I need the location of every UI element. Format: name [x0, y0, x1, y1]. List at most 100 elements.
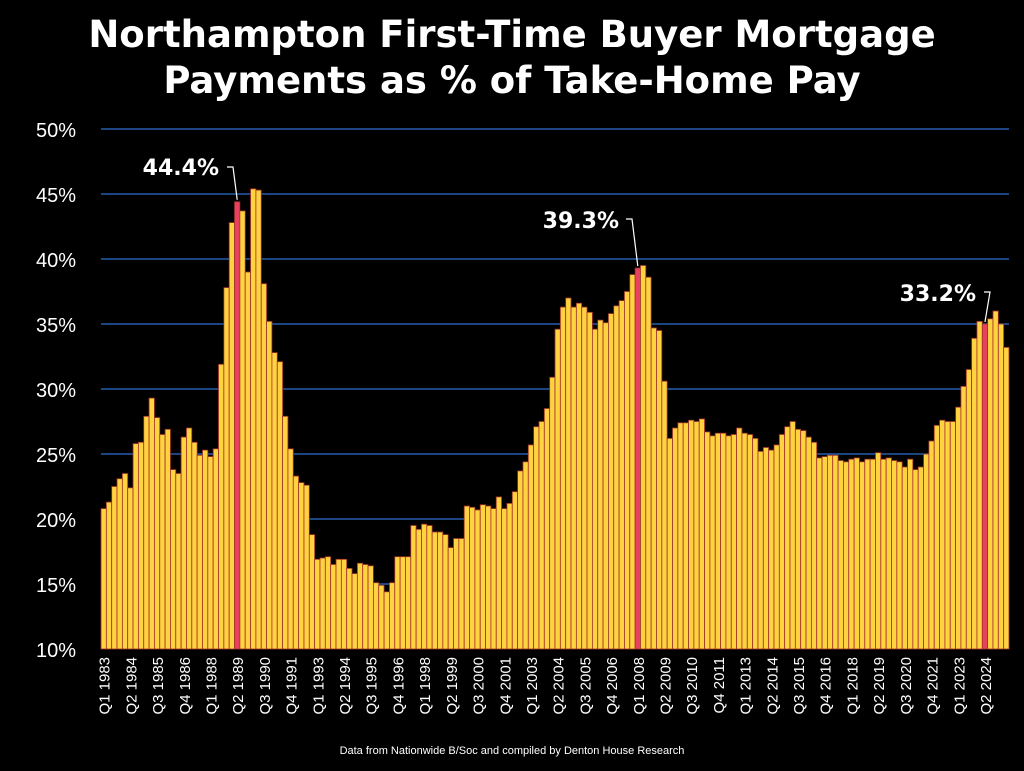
bar — [976, 320, 983, 650]
bar — [442, 534, 449, 650]
bar — [613, 305, 620, 650]
annotations: 44.4% 39.3% 33.2% — [143, 156, 991, 323]
x-tick-label: Q2 2024 — [978, 657, 995, 715]
bar — [314, 558, 321, 650]
annotation-leader-line — [984, 291, 991, 323]
bar — [800, 430, 807, 650]
y-tick-label: 20% — [36, 510, 76, 532]
bar — [495, 496, 502, 650]
bar — [426, 525, 433, 650]
bar — [768, 449, 775, 650]
x-tick-label: Q1 1983 — [97, 657, 114, 715]
bar — [624, 291, 631, 650]
bar — [121, 473, 129, 650]
bar — [228, 222, 235, 650]
bar — [752, 437, 759, 650]
bar — [271, 352, 278, 650]
bar — [677, 422, 684, 650]
x-tick-label: Q3 2010 — [684, 657, 701, 715]
bar — [693, 421, 700, 650]
bar — [597, 319, 604, 650]
bar — [581, 306, 588, 650]
bar — [132, 443, 139, 650]
bar — [640, 265, 647, 650]
bar — [458, 538, 465, 650]
bar — [688, 419, 695, 650]
bar — [896, 461, 903, 650]
bar — [394, 556, 401, 650]
bar — [794, 428, 802, 650]
x-tick-label: Q3 2015 — [791, 657, 808, 715]
bar — [859, 461, 866, 650]
y-tick-label: 45% — [36, 185, 76, 207]
bar — [351, 573, 358, 650]
bar — [923, 453, 930, 650]
bar — [672, 427, 679, 650]
bar — [704, 431, 711, 650]
bar — [912, 469, 919, 650]
bar — [303, 484, 310, 650]
x-tick-label: Q4 2021 — [925, 657, 942, 715]
bar — [805, 436, 812, 650]
bar — [650, 327, 657, 650]
bar — [431, 531, 438, 650]
x-tick-label: Q4 1996 — [390, 657, 407, 715]
bar — [864, 458, 871, 650]
x-tick-label: Q1 2003 — [524, 657, 541, 715]
chart-title-line2: Payments as % of Take-Home Pay — [163, 59, 861, 102]
x-tick-label: Q4 1991 — [284, 657, 301, 715]
x-tick-label: Q3 2005 — [577, 657, 594, 715]
y-tick-label: 30% — [36, 380, 76, 402]
bar — [891, 460, 898, 650]
x-tick-label: Q1 1988 — [203, 657, 220, 715]
bar — [319, 557, 326, 650]
bar — [308, 534, 316, 650]
bar — [453, 538, 460, 650]
bar — [186, 427, 193, 650]
bar — [656, 330, 663, 650]
bar — [415, 529, 422, 650]
x-tick-label: Q4 2001 — [497, 657, 514, 715]
bar — [1003, 346, 1010, 650]
y-axis-tick-labels: 10% 15% 20% 25% 30% 35% 40% 45% 50% — [36, 120, 76, 662]
x-axis-tick-labels: Q1 1983 Q2 1984 Q3 1985 Q4 1986 Q1 1988 Q2 19… — [97, 657, 995, 715]
x-tick-label: Q1 2008 — [631, 657, 648, 715]
bar — [447, 547, 454, 650]
x-tick-label: Q1 1998 — [417, 657, 434, 715]
bar — [266, 320, 273, 650]
annotation-label: 33.2% — [900, 282, 976, 307]
bar — [875, 452, 882, 650]
bar — [346, 568, 353, 650]
bar — [869, 458, 876, 650]
bar — [111, 486, 118, 650]
x-tick-label: Q2 2014 — [764, 657, 781, 715]
bar — [917, 466, 924, 650]
bar — [292, 475, 300, 650]
bar — [410, 525, 417, 650]
bar — [485, 505, 492, 650]
x-tick-label: Q3 2000 — [471, 657, 488, 715]
bar — [421, 523, 428, 650]
x-tick-label: Q1 2023 — [951, 657, 968, 715]
bar — [559, 306, 567, 650]
bar — [362, 564, 369, 650]
bar — [244, 271, 251, 650]
bar — [575, 302, 583, 650]
bar — [527, 444, 535, 650]
bar — [154, 417, 161, 650]
bar — [746, 434, 754, 650]
x-tick-label: Q2 2004 — [551, 657, 568, 715]
bar — [789, 421, 796, 650]
bar — [469, 506, 476, 650]
bar — [933, 424, 940, 650]
y-tick-label: 40% — [36, 250, 76, 272]
source-note: Data from Nationwide B/Soc and compiled … — [339, 745, 685, 757]
y-tick-label: 35% — [36, 315, 76, 337]
annotation-leader-line — [626, 218, 639, 267]
bars — [100, 188, 1010, 650]
x-tick-label: Q2 1994 — [337, 657, 354, 715]
bar — [730, 434, 738, 650]
bar — [522, 461, 529, 650]
bar — [757, 450, 764, 650]
bar — [885, 457, 892, 650]
